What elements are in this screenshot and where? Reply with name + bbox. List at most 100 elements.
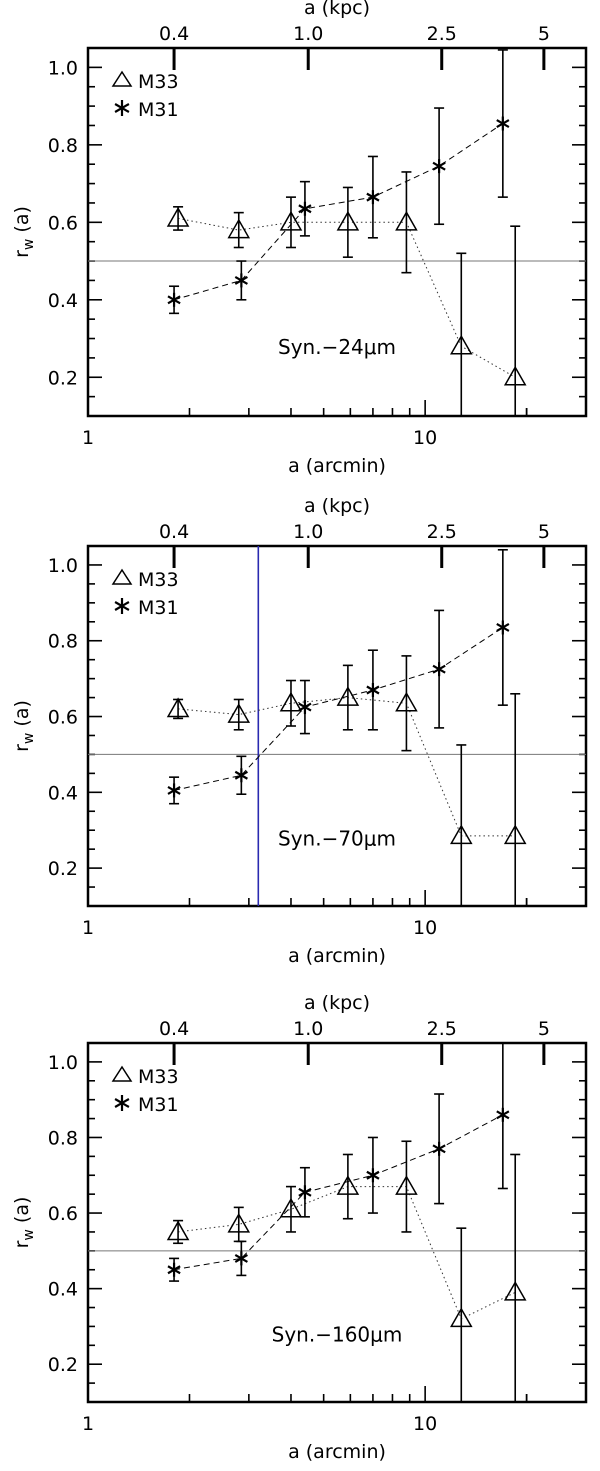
x2-tick-label: 0.4: [159, 1018, 189, 1040]
chart-panel-3: 0.2 0.4 0.6 0.8 1.0 1 10 a (arcmin) 0.4 1.0 2.5 5 a …: [11, 992, 588, 1463]
y-tick-label: 0.2: [48, 367, 78, 389]
legend-m31-label: M31: [138, 1094, 179, 1116]
m31-point-stroke: [167, 785, 181, 795]
m31-point: [167, 1262, 181, 1277]
m31-point-stroke: [366, 685, 380, 695]
m31-point: [298, 201, 312, 216]
x-axis-label: a (arcmin): [288, 455, 386, 477]
y-tick-label: 0.4: [48, 782, 78, 804]
m33-point: [336, 1175, 360, 1195]
y-tick-label: 0.4: [48, 290, 78, 312]
m33-point: [449, 1307, 473, 1328]
x2-tick-label: 5: [538, 521, 550, 543]
m31-point: [366, 1168, 380, 1183]
x-tick-label: 10: [413, 917, 437, 939]
m33-point: [279, 210, 303, 231]
m31-point: [366, 190, 380, 205]
m31-point-stroke: [496, 1110, 510, 1120]
y-tick-label: 1.0: [48, 1052, 78, 1074]
m31-point: [298, 700, 312, 715]
y-tick-label: 1.0: [48, 555, 78, 577]
x2-tick-label: 2.5: [427, 23, 457, 45]
y-tick-label: 0.8: [48, 135, 78, 157]
y-axis-label: rw (a): [11, 700, 37, 752]
data-layer: [166, 49, 527, 416]
m31-point: [496, 1107, 510, 1122]
data-layer: [166, 548, 527, 906]
m33-point: [503, 365, 527, 386]
data-layer: [166, 1043, 527, 1402]
m33-point: [336, 210, 360, 231]
x-tick-label: 10: [413, 427, 437, 449]
x2-tick-label: 2.5: [427, 1018, 457, 1040]
m31-point-stroke: [432, 1144, 446, 1154]
legend-m31-marker: [114, 1095, 130, 1111]
y-tick-label: 1.0: [48, 57, 78, 79]
m33-point: [395, 1175, 418, 1195]
m31-point-stroke: [432, 664, 446, 674]
m31-point-stroke: [167, 1265, 181, 1275]
m31-point-stroke: [298, 1187, 312, 1197]
m31-point: [298, 1185, 312, 1200]
m31-series-line: [174, 1114, 504, 1271]
m31-point-stroke: [234, 770, 248, 780]
m31-point-stroke: [496, 623, 510, 632]
legend-m31-marker: [114, 100, 130, 116]
m31-point-stroke: [298, 204, 312, 214]
m33-point: [449, 824, 473, 845]
x-tick-label: 1: [82, 917, 94, 939]
chart-panel-2: 0.2 0.4 0.6 0.8 1.0 1 10 a (arcmin) 0.4 1.0 2.5 5 a …: [11, 495, 588, 967]
x-tick-label: 1: [82, 1413, 94, 1435]
y-tick-label: 0.6: [48, 707, 78, 729]
m33-point: [227, 1212, 251, 1233]
m31-series-line: [173, 627, 504, 791]
m31-point: [167, 292, 181, 307]
legend-m31-marker-stroke: [114, 601, 130, 611]
x-axis-label: a (arcmin): [288, 1441, 386, 1463]
m31-point: [167, 783, 181, 798]
plot-frame: [86, 46, 588, 418]
plot-frame: [86, 1041, 588, 1404]
x2-axis-label: a (kpc): [304, 0, 370, 19]
m33-point: [503, 1280, 527, 1301]
y-axis-label: rw (a): [11, 206, 37, 258]
m33-point: [279, 691, 303, 712]
y-tick-label: 0.4: [48, 1279, 78, 1301]
y-tick-label: 0.6: [48, 212, 78, 234]
y-tick-label: 0.2: [48, 858, 78, 880]
m33-point: [227, 218, 251, 239]
m31-point-stroke: [298, 702, 312, 712]
m31-point-stroke: [496, 119, 510, 128]
x2-tick-label: 0.4: [159, 521, 189, 543]
m33-series-line: [178, 697, 516, 837]
m31-point: [234, 273, 248, 288]
y-tick-label: 0.8: [48, 1127, 78, 1149]
m33-point: [166, 1220, 190, 1241]
plot-frame: [86, 544, 588, 908]
legend-m31-marker-stroke: [114, 103, 130, 113]
x2-tick-label: 1.0: [293, 1018, 323, 1040]
m33-point: [279, 1197, 303, 1218]
x-tick-label: 10: [413, 1413, 437, 1435]
m31-point-stroke: [234, 1253, 248, 1263]
legend-m33-marker: [111, 1065, 133, 1082]
m31-point: [432, 1141, 446, 1156]
m31-point-stroke: [366, 192, 380, 202]
x2-axis-label: a (kpc): [304, 992, 370, 1014]
legend-m31-marker: [114, 598, 130, 614]
m31-point-stroke: [432, 161, 446, 171]
x2-tick-label: 5: [538, 1018, 550, 1040]
m33-point: [166, 697, 190, 718]
m31-point-stroke: [366, 1170, 380, 1180]
m33-series-line: [178, 1186, 516, 1320]
legend-m31-label: M31: [138, 99, 179, 121]
panel-annotation: Syn.−24μm: [278, 335, 396, 359]
m31-point-stroke: [167, 295, 181, 305]
x2-tick-label: 5: [538, 23, 550, 45]
x-axis-label: a (arcmin): [288, 945, 386, 967]
x2-tick-label: 1.0: [293, 521, 323, 543]
